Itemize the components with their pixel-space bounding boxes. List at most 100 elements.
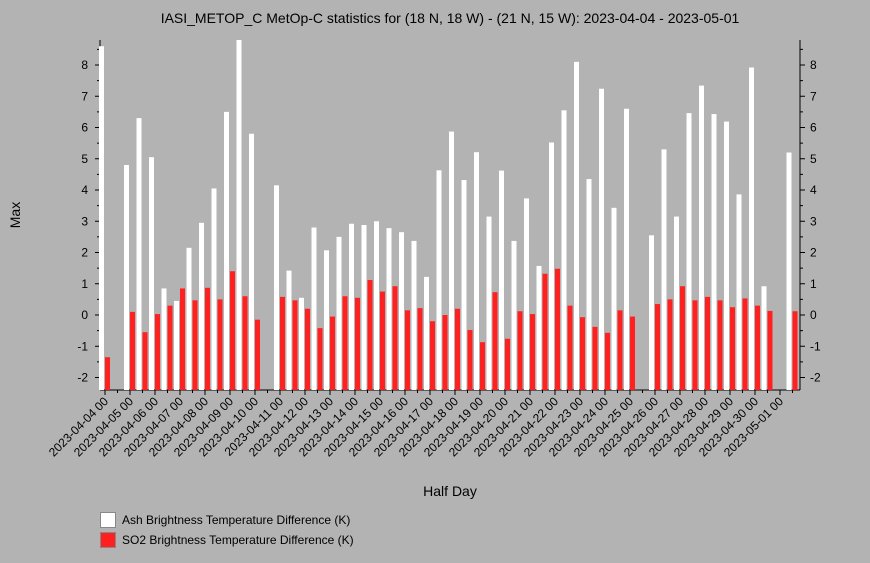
bar-ash: [236, 40, 242, 390]
bar-so2: [417, 308, 423, 390]
x-axis-label: Half Day: [423, 483, 477, 499]
chart-title: IASI_METOP_C MetOp-C statistics for (18 …: [161, 10, 740, 26]
bar-so2: [592, 326, 598, 390]
bar-ash: [611, 207, 617, 390]
bar-so2: [667, 299, 673, 390]
bar-so2: [692, 300, 698, 390]
bar-ash: [574, 61, 579, 390]
y-tick-label-left: 5: [81, 152, 88, 166]
bar-ash: [374, 221, 379, 390]
bar-so2: [355, 297, 360, 390]
y-tick-label-left: 0: [81, 308, 88, 322]
bar-so2: [230, 271, 235, 390]
bar-ash: [586, 179, 592, 390]
legend-item-ash: Ash Brightness Temperature Difference (K…: [100, 512, 354, 528]
bar-ash: [786, 152, 792, 390]
y-tick-label-left: -2: [77, 371, 88, 385]
y-tick-label-left: 2: [81, 246, 88, 260]
y-tick-label-left: -1: [77, 339, 88, 353]
bar-so2: [430, 321, 435, 390]
bar-so2: [342, 296, 348, 390]
bar-ash: [699, 85, 704, 390]
y-tick-label-right: 0: [810, 308, 817, 322]
bar-ash: [274, 185, 279, 390]
bar-so2: [680, 286, 685, 390]
bar-ash: [311, 227, 317, 390]
bar-so2: [405, 310, 410, 390]
bar-ash: [199, 222, 204, 390]
y-tick-label-right: 2: [810, 246, 817, 260]
bar-ash: [449, 131, 454, 390]
bar-so2: [580, 317, 585, 390]
bar-so2: [617, 310, 623, 390]
bar-so2: [705, 296, 710, 390]
bar-ash: [624, 108, 629, 390]
legend: Ash Brightness Temperature Difference (K…: [100, 512, 354, 552]
bar-so2: [730, 307, 735, 390]
bar-ash: [399, 232, 404, 390]
bar-so2: [180, 288, 185, 390]
bar-ash: [436, 170, 442, 390]
bar-ash: [461, 180, 467, 390]
bar-ash: [174, 300, 179, 390]
bar-so2: [167, 305, 173, 390]
y-tick-label-left: 3: [81, 214, 88, 228]
bar-so2: [605, 332, 610, 390]
y-tick-label-left: 8: [81, 58, 88, 72]
bar-so2: [317, 328, 323, 390]
bar-so2: [292, 300, 298, 390]
bar-so2: [217, 299, 223, 390]
bar-ash: [674, 216, 679, 390]
bar-ash: [486, 216, 492, 390]
bar-ash: [524, 198, 529, 390]
bar-ash: [599, 88, 604, 390]
bar-so2: [492, 292, 498, 390]
bar-so2: [517, 311, 523, 390]
bar-ash: [299, 297, 304, 390]
legend-swatch-ash: [100, 512, 116, 528]
bar-so2: [330, 316, 335, 390]
legend-label-ash: Ash Brightness Temperature Difference (K…: [122, 513, 351, 527]
y-tick-label-right: 3: [810, 214, 817, 228]
bar-so2: [130, 311, 135, 390]
bar-ash: [474, 152, 479, 390]
bar-so2: [155, 314, 160, 390]
bar-ash: [749, 67, 754, 390]
legend-item-so2: SO2 Brightness Temperature Difference (K…: [100, 532, 354, 548]
bar-so2: [105, 357, 110, 390]
bar-ash: [536, 265, 542, 390]
bar-ash: [224, 111, 229, 390]
bar-so2: [392, 286, 398, 390]
bar-ash: [499, 170, 504, 390]
bar-ash: [549, 142, 554, 390]
bar-so2: [792, 311, 798, 390]
bar-ash: [724, 121, 729, 390]
bar-ash: [249, 133, 254, 390]
y-tick-label-left: 1: [81, 277, 88, 291]
bar-ash: [736, 194, 742, 390]
bar-ash: [336, 236, 342, 390]
bar-ash: [761, 286, 767, 390]
bar-so2: [567, 305, 573, 390]
bar-ash: [324, 250, 329, 390]
bar-ash: [99, 46, 104, 390]
bar-so2: [142, 332, 148, 390]
legend-label-so2: SO2 Brightness Temperature Difference (K…: [122, 533, 354, 547]
bar-so2: [205, 287, 210, 390]
bar-ash: [136, 118, 142, 390]
legend-swatch-so2: [100, 532, 116, 548]
bar-ash: [511, 240, 517, 390]
y-tick-label-right: 5: [810, 152, 817, 166]
bar-so2: [755, 305, 760, 390]
bar-so2: [555, 268, 560, 390]
bar-ash: [349, 223, 354, 390]
bar-ash: [386, 228, 392, 390]
bar-ash: [561, 110, 567, 390]
y-tick-label-right: 1: [810, 277, 817, 291]
bar-ash: [149, 157, 154, 390]
y-axis-label: Max: [7, 202, 23, 228]
y-tick-label-right: -1: [810, 339, 821, 353]
